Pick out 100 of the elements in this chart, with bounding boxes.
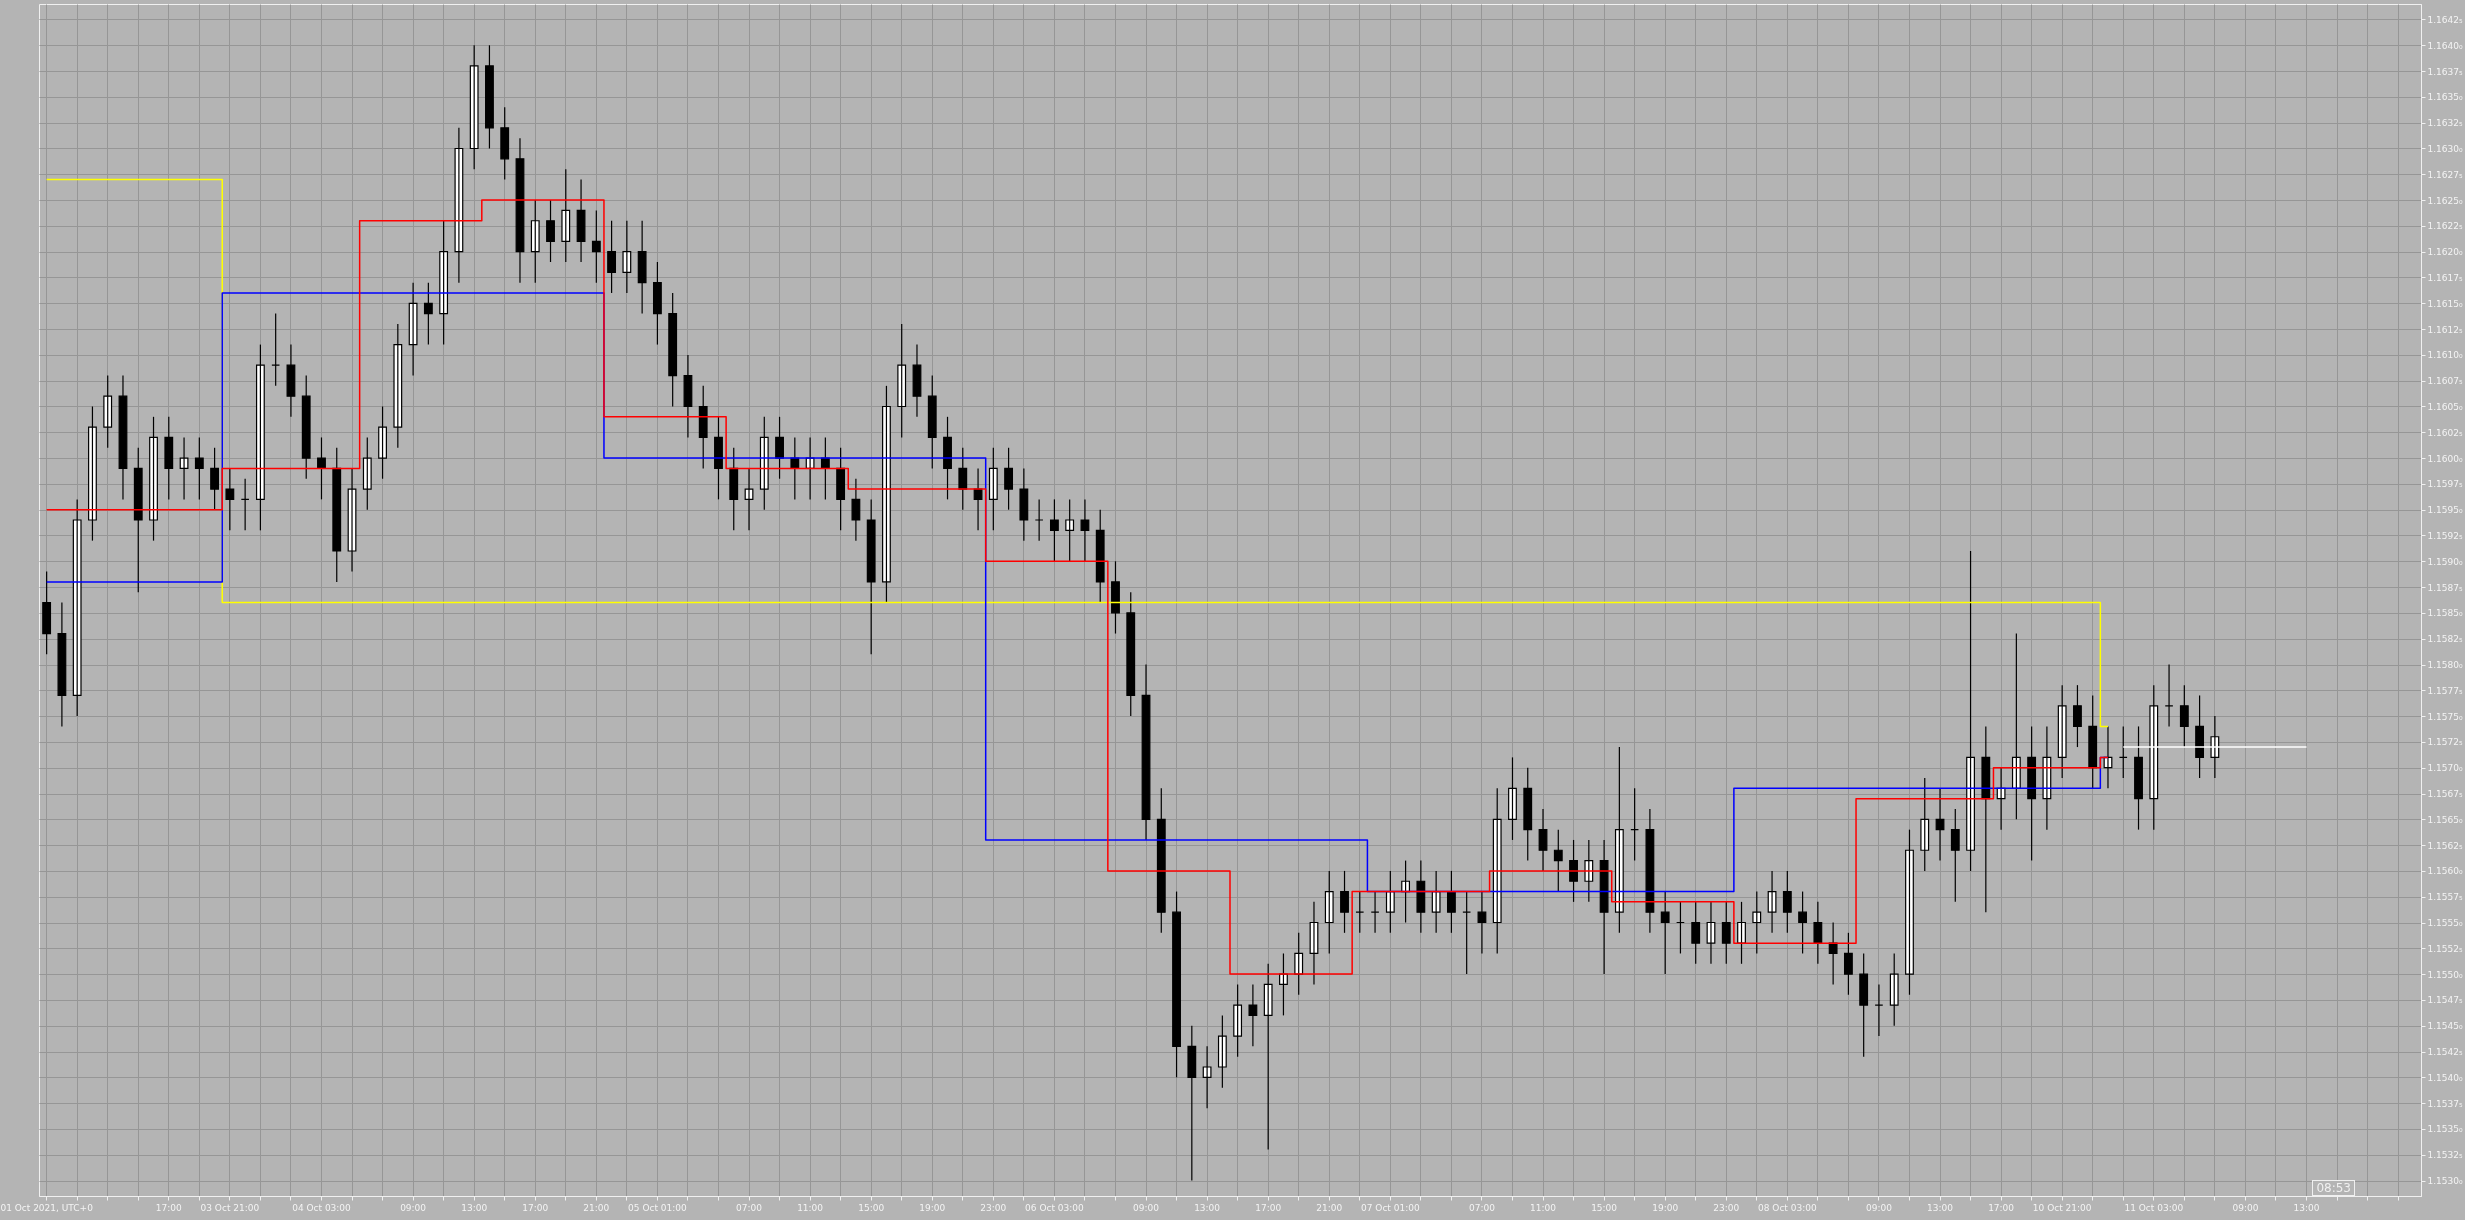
- x-tick-label: 13:00: [461, 1202, 488, 1213]
- y-tick-label: 1.1627₅: [2427, 169, 2463, 180]
- y-tick-label: 1.1547₅: [2427, 995, 2463, 1006]
- y-tick-label: 1.1635₀: [2427, 92, 2463, 103]
- y-tick-label: 1.1587₅: [2427, 582, 2463, 593]
- candlestick: [2134, 725, 2143, 831]
- x-tick-label: 15:00: [1591, 1202, 1618, 1213]
- x-tick-label: 09:00: [1133, 1202, 1160, 1213]
- y-tick-label: 1.1600₀: [2427, 453, 2463, 464]
- y-tick-label: 1.1555₀: [2427, 918, 2463, 929]
- x-tick-label: 11 Oct 03:00: [2124, 1202, 2184, 1213]
- y-tick-label: 1.1595₀: [2427, 505, 2463, 516]
- y-tick-label: 1.1632₅: [2427, 118, 2463, 129]
- y-tick-label: 1.1562₅: [2427, 840, 2463, 851]
- candlestick: [1843, 932, 1853, 996]
- candlestick: [149, 416, 158, 542]
- y-tick-label: 1.1617₅: [2427, 272, 2463, 283]
- candlestick: [1172, 890, 1181, 1078]
- candlestick: [1263, 963, 1273, 1151]
- candlestick: [42, 571, 52, 655]
- x-tick-label: 10 Oct 21:00: [2032, 1202, 2092, 1213]
- y-tick-label: 1.1545₀: [2427, 1021, 2463, 1032]
- candlestick: [332, 447, 342, 583]
- y-tick-label: 1.1540₀: [2427, 1072, 2463, 1083]
- x-tick-label: 23:00: [980, 1202, 1007, 1213]
- x-tick-label: 05 Oct 01:00: [628, 1202, 688, 1213]
- candlestick: [1905, 829, 1914, 996]
- x-tick-label: 07:00: [1468, 1202, 1496, 1213]
- y-tick-label: 1.1557₅: [2427, 892, 2463, 903]
- x-tick-label: 13:00: [1194, 1202, 1221, 1213]
- candlestick: [194, 436, 204, 500]
- y-tick-label: 1.1552₅: [2427, 943, 2463, 954]
- x-tick-label: 23:00: [1713, 1202, 1740, 1213]
- y-tick-label: 1.1530₀: [2427, 1176, 2463, 1187]
- y-tick-label: 1.1630₀: [2427, 143, 2463, 154]
- candlestick: [2057, 684, 2067, 779]
- candlestick: [393, 323, 403, 449]
- candlestick: [897, 323, 907, 439]
- candlestick: [301, 374, 311, 480]
- candlestick: [1950, 808, 1960, 903]
- y-tick-label: 1.1542₅: [2427, 1047, 2463, 1058]
- candlestick: [668, 292, 678, 408]
- candlestick: [1065, 498, 1075, 562]
- candlestick: [1859, 952, 1869, 1058]
- candlestick: [210, 447, 220, 511]
- y-tick-label: 1.1565₀: [2427, 814, 2463, 825]
- candlestick: [1217, 1014, 1227, 1089]
- x-tick-label: 19:00: [1652, 1202, 1679, 1213]
- y-tick-label: 1.1625₀: [2427, 195, 2463, 206]
- candlestick: [1340, 870, 1349, 934]
- x-tick-label: 09:00: [1865, 1202, 1893, 1213]
- candlestick: [927, 374, 937, 470]
- annotation: 08:53: [2312, 1180, 2355, 1196]
- x-tick-label: 21:00: [1316, 1202, 1343, 1213]
- y-tick-label: 1.1567₅: [2427, 789, 2463, 800]
- candlestick: [485, 44, 494, 150]
- candlestick: [1233, 983, 1243, 1058]
- candlestick: [1523, 767, 1533, 862]
- y-tick-label: 1.1535₀: [2427, 1124, 2463, 1135]
- x-tick-label: 15:00: [858, 1202, 885, 1213]
- candlestick: [866, 498, 876, 655]
- candlestick: [1508, 756, 1517, 841]
- candlestick: [530, 199, 540, 284]
- candlestick: [1920, 777, 1930, 872]
- x-tick-label: 21:00: [583, 1202, 610, 1213]
- candlestick: [1126, 591, 1136, 717]
- y-tick-label: 1.1620₀: [2427, 247, 2463, 258]
- candlestick: [1324, 870, 1334, 955]
- candlestick: [1782, 870, 1792, 934]
- candlestick: [255, 343, 265, 531]
- candlestick: [1111, 560, 1120, 635]
- y-tick-label: 1.1550₀: [2427, 969, 2463, 980]
- x-tick-label: 01 Oct 2021, UTC+0: [0, 1202, 94, 1213]
- candlestick: [500, 106, 510, 181]
- x-tick-label: 08 Oct 03:00: [1757, 1202, 1817, 1213]
- candlestick: [88, 405, 97, 542]
- candlestick: [1004, 447, 1014, 511]
- candlestick: [2179, 684, 2189, 748]
- y-tick-label: 1.1577₅: [2427, 685, 2463, 696]
- candlestick: [164, 416, 174, 500]
- candlestick: [378, 405, 387, 480]
- x-tick-label: 17:00: [1988, 1202, 2015, 1213]
- x-tick-label: 06 Oct 03:00: [1025, 1202, 1085, 1213]
- y-tick-label: 1.1615₀: [2427, 298, 2463, 309]
- candlestick: [362, 436, 372, 511]
- candlestick: [607, 220, 617, 294]
- y-tick-label: 1.1580₀: [2427, 660, 2463, 670]
- candlestick: [2073, 684, 2082, 748]
- x-tick-label: 09:00: [400, 1202, 427, 1213]
- x-tick-label: 17:00: [522, 1202, 549, 1213]
- y-tick-label: 1.1612₅: [2427, 324, 2463, 335]
- y-tick-label: 1.1640₀: [2427, 40, 2463, 51]
- candlestick: [652, 261, 662, 346]
- y-tick-label: 1.1590₀: [2427, 556, 2463, 567]
- y-tick-label: 1.1622₅: [2427, 221, 2463, 232]
- candlestick: [103, 374, 113, 449]
- y-tick-label: 1.1610₀: [2427, 350, 2463, 361]
- x-tick-label: 07:00: [736, 1202, 763, 1213]
- y-tick-label: 1.1637₅: [2427, 66, 2463, 77]
- candlestick: [561, 168, 571, 263]
